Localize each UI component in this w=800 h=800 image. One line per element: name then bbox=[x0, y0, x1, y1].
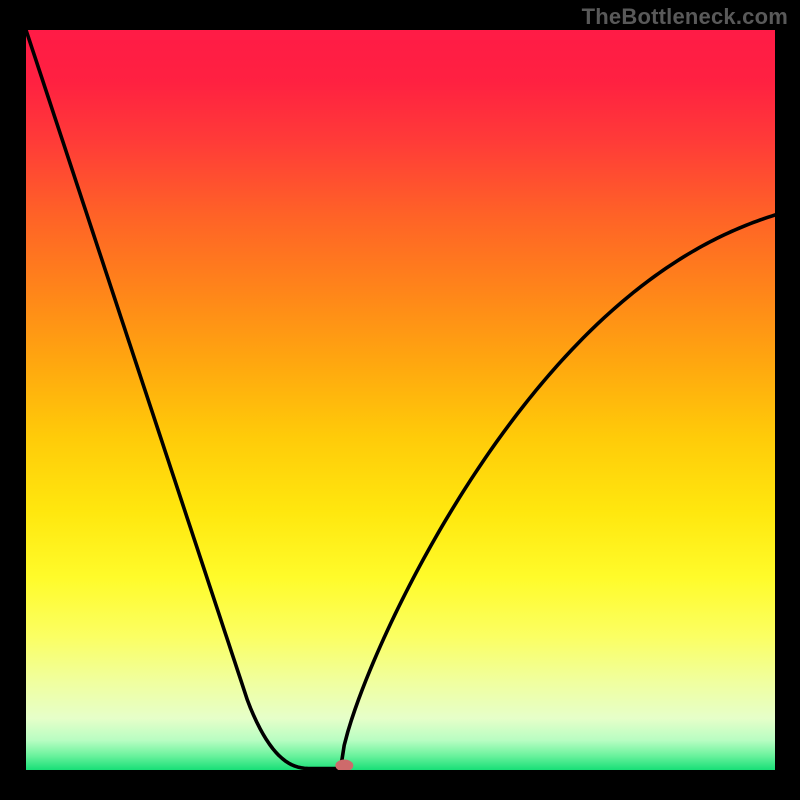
watermark-text: TheBottleneck.com bbox=[582, 4, 788, 30]
bottleneck-chart bbox=[0, 0, 800, 800]
chart-container: TheBottleneck.com bbox=[0, 0, 800, 800]
optimal-point-marker bbox=[335, 760, 353, 772]
plot-background bbox=[26, 30, 775, 770]
